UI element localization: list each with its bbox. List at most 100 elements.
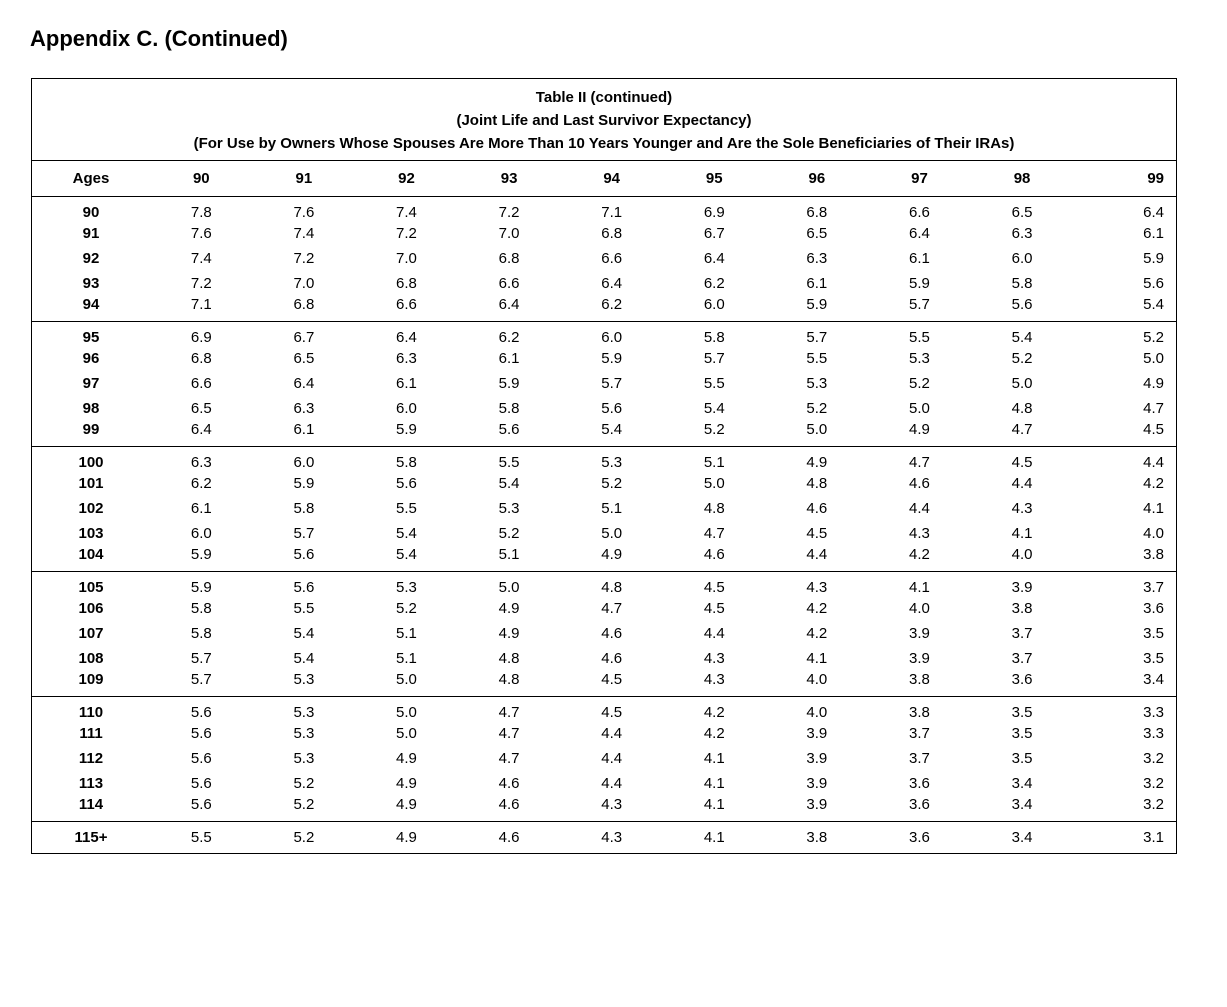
row-group-4: 105 5.9 5.6 5.3 5.0 4.8 4.5 4.3 4.1 3.9 3.7 106 5.8 5… (32, 571, 1176, 696)
expectancy-value: 3.9 (806, 775, 828, 792)
expectancy-value: 5.2 (1143, 328, 1164, 346)
expectancy-value: 4.6 (909, 475, 930, 492)
expectancy-value: 5.2 (806, 400, 828, 417)
expectancy-value: 6.3 (806, 250, 828, 267)
expectancy-value: 4.8 (703, 500, 725, 517)
expectancy-value: 5.5 (703, 375, 725, 392)
expectancy-value: 5.8 (1011, 275, 1033, 292)
expectancy-value: 3.5 (1011, 750, 1033, 767)
expectancy-value: 4.4 (601, 750, 623, 767)
expectancy-value: 5.6 (498, 421, 520, 439)
age-label: 95 (82, 328, 100, 346)
expectancy-value: 4.3 (703, 671, 725, 689)
expectancy-value: 6.1 (1143, 225, 1164, 242)
expectancy-value: 5.2 (703, 421, 725, 439)
age-label: 101 (78, 475, 104, 492)
expectancy-value: 3.7 (909, 750, 930, 767)
expectancy-value: 4.3 (703, 650, 725, 667)
expectancy-value: 4.1 (703, 828, 725, 846)
expectancy-value: 7.4 (396, 203, 417, 221)
column-header-age-93: 93 (457, 161, 561, 197)
expectancy-value: 3.7 (1143, 578, 1164, 596)
column-header-ages: Ages (32, 161, 150, 197)
expectancy-value: 3.9 (806, 796, 828, 814)
expectancy-value: 5.6 (190, 796, 212, 814)
table-row-age-91: 91 7.6 7.4 7.2 7.0 6.8 6.7 6.5 6.4 6.3 6.1 (32, 221, 1176, 246)
expectancy-value: 6.1 (190, 500, 212, 517)
expectancy-value: 6.3 (190, 453, 212, 471)
table-row-age-112: 112 5.6 5.3 4.9 4.7 4.4 4.1 3.9 3.7 3.5 3.2 (32, 746, 1176, 771)
expectancy-value: 5.0 (1011, 375, 1033, 392)
expectancy-value: 5.3 (293, 671, 315, 689)
expectancy-value: 6.7 (703, 225, 725, 242)
expectancy-value: 3.2 (1143, 775, 1164, 792)
expectancy-value: 6.1 (396, 375, 417, 392)
table-row-age-92: 92 7.4 7.2 7.0 6.8 6.6 6.4 6.3 6.1 6.0 5.9 (32, 246, 1176, 271)
expectancy-value: 5.4 (396, 525, 417, 542)
expectancy-value: 4.3 (601, 828, 623, 846)
expectancy-value: 3.2 (1143, 796, 1164, 814)
expectancy-table: Ages 90 91 92 93 94 95 96 97 98 99 90 7.8 7.6 7.4 7.2 7… (32, 161, 1176, 853)
expectancy-value: 3.7 (1011, 625, 1033, 642)
expectancy-value: 6.8 (396, 275, 417, 292)
expectancy-value: 6.8 (190, 350, 212, 367)
expectancy-value: 5.0 (601, 525, 623, 542)
expectancy-value: 3.4 (1143, 671, 1164, 689)
expectancy-value: 6.4 (1143, 203, 1164, 221)
expectancy-value: 4.5 (601, 671, 623, 689)
expectancy-value: 5.3 (293, 750, 315, 767)
expectancy-value: 5.2 (909, 375, 930, 392)
expectancy-value: 6.4 (190, 421, 212, 439)
column-header-age-91: 91 (252, 161, 356, 197)
column-header-age-99: 99 (1073, 161, 1176, 197)
expectancy-value: 5.9 (806, 296, 828, 314)
expectancy-value: 4.3 (806, 578, 828, 596)
expectancy-value: 4.6 (703, 546, 725, 564)
expectancy-value: 5.5 (498, 453, 520, 471)
expectancy-value: 4.6 (498, 828, 520, 846)
expectancy-value: 4.4 (909, 500, 930, 517)
expectancy-value: 3.4 (1011, 828, 1033, 846)
expectancy-value: 5.7 (806, 328, 828, 346)
expectancy-value: 4.5 (601, 703, 623, 721)
expectancy-value: 5.6 (396, 475, 417, 492)
expectancy-value: 6.6 (909, 203, 930, 221)
expectancy-value: 4.8 (498, 650, 520, 667)
expectancy-value: 4.4 (806, 546, 828, 564)
age-label: 106 (78, 600, 104, 617)
expectancy-value: 7.0 (498, 225, 520, 242)
expectancy-value: 7.1 (601, 203, 623, 221)
expectancy-value: 6.4 (396, 328, 417, 346)
expectancy-value: 4.6 (806, 500, 828, 517)
expectancy-value: 5.1 (396, 650, 417, 667)
expectancy-value: 6.9 (190, 328, 212, 346)
table-row-age-104: 104 5.9 5.6 5.4 5.1 4.9 4.6 4.4 4.2 4.0 3.8 (32, 546, 1176, 571)
expectancy-value: 3.5 (1143, 650, 1164, 667)
expectancy-value: 7.2 (293, 250, 315, 267)
age-label: 96 (82, 350, 100, 367)
expectancy-value: 4.4 (601, 725, 623, 742)
expectancy-value: 5.0 (806, 421, 828, 439)
column-header-age-92: 92 (355, 161, 458, 197)
age-label: 102 (78, 500, 104, 517)
expectancy-value: 6.6 (190, 375, 212, 392)
expectancy-value: 3.6 (909, 796, 930, 814)
expectancy-value: 5.6 (293, 546, 315, 564)
expectancy-value: 4.5 (806, 525, 828, 542)
expectancy-value: 4.4 (703, 625, 725, 642)
column-header-age-94: 94 (560, 161, 663, 197)
expectancy-value: 5.4 (293, 625, 315, 642)
expectancy-value: 4.3 (601, 796, 623, 814)
expectancy-value: 7.2 (396, 225, 417, 242)
expectancy-value: 7.0 (293, 275, 315, 292)
expectancy-value: 6.1 (909, 250, 930, 267)
table-row-age-96: 96 6.8 6.5 6.3 6.1 5.9 5.7 5.5 5.3 5.2 5.0 (32, 346, 1176, 371)
expectancy-value: 4.6 (601, 625, 623, 642)
expectancy-value: 3.6 (1011, 671, 1033, 689)
expectancy-value: 4.8 (498, 671, 520, 689)
expectancy-value: 5.4 (703, 400, 725, 417)
expectancy-value: 5.6 (1011, 296, 1033, 314)
expectancy-value: 4.7 (703, 525, 725, 542)
age-label: 91 (82, 225, 100, 242)
column-header-age-98: 98 (970, 161, 1074, 197)
